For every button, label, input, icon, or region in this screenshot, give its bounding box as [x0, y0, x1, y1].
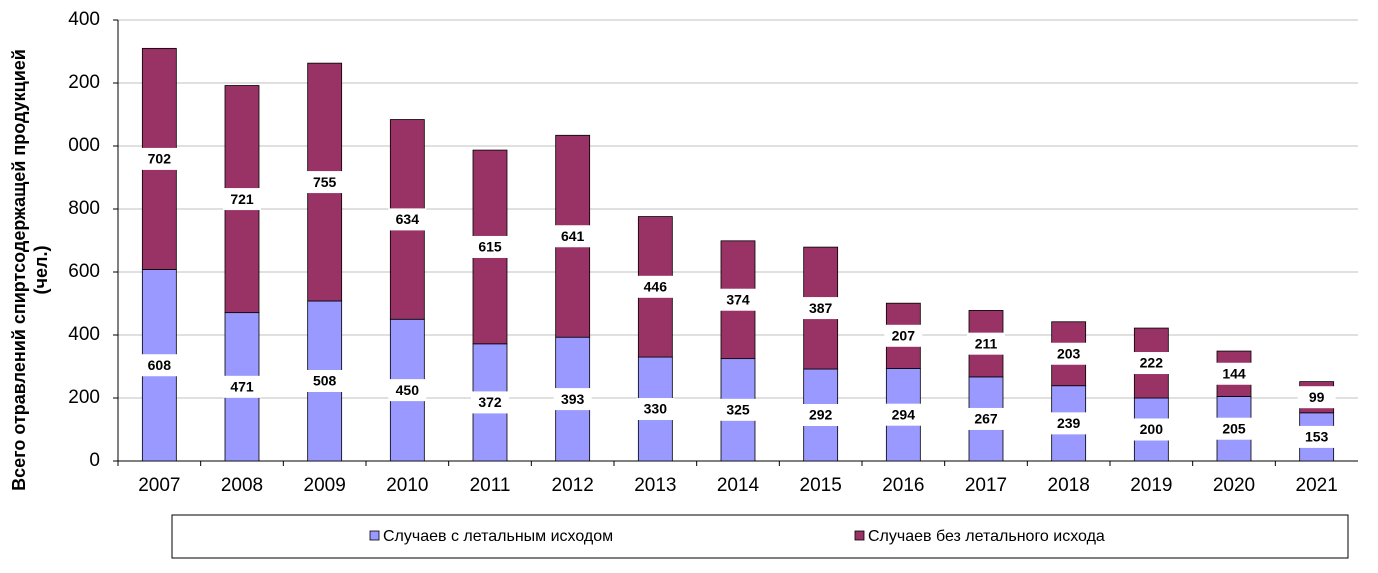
x-tick-label: 2009	[304, 475, 346, 496]
value-label: 615	[478, 239, 502, 255]
y-tick-label: 400	[68, 9, 100, 30]
value-label: 374	[726, 291, 750, 307]
x-tick-label: 2007	[138, 475, 180, 496]
y-tick-label: 600	[68, 261, 100, 282]
x-tick-label: 2012	[552, 475, 594, 496]
value-label-bg	[967, 332, 1005, 355]
y-tick-label: 800	[68, 198, 100, 219]
value-label-bg	[1297, 386, 1336, 409]
value-label: 508	[313, 373, 337, 389]
x-tick-label: 2013	[634, 475, 676, 496]
legend-label: Случаев без летального исхода	[868, 528, 1105, 545]
y-axis-title-line: (чел.)	[31, 246, 51, 295]
value-label-bg	[1049, 342, 1088, 365]
value-label: 153	[1305, 429, 1329, 445]
value-label-bg	[140, 147, 179, 170]
value-label: 755	[313, 174, 337, 190]
value-label-bg	[1215, 417, 1253, 440]
value-label: 203	[1057, 345, 1081, 361]
x-tick-label: 2020	[1213, 475, 1255, 496]
value-label: 325	[726, 402, 750, 418]
value-label-bg	[636, 275, 675, 298]
value-label: 222	[1140, 355, 1164, 371]
x-tick-label: 2008	[221, 475, 263, 496]
x-tick-label: 2010	[386, 475, 428, 496]
value-label-bg	[223, 188, 261, 211]
y-tick-label: 400	[68, 324, 100, 345]
x-tick-label: 2011	[470, 475, 511, 496]
value-label-bg	[801, 404, 840, 427]
y-tick-label: 0	[89, 450, 100, 471]
value-label: 267	[974, 411, 998, 427]
value-label-bg	[884, 403, 923, 426]
value-label-bg	[305, 369, 344, 392]
value-label-bg	[719, 398, 757, 421]
value-label-bg	[636, 398, 675, 421]
value-label-bg	[1297, 425, 1336, 448]
x-tick-label: 2016	[882, 475, 924, 496]
value-label: 393	[561, 391, 585, 407]
value-label: 608	[148, 357, 172, 373]
value-label: 207	[892, 327, 916, 343]
value-label: 471	[230, 379, 254, 395]
value-label-bg	[471, 235, 509, 258]
x-tick-label: 2021	[1296, 475, 1338, 496]
value-label: 292	[809, 407, 833, 423]
x-tick-label: 2015	[800, 475, 842, 496]
value-label-bg	[1132, 352, 1171, 375]
y-axis-title-line: Всего отравлений спиртсодержащей продукц…	[9, 49, 29, 491]
value-label: 144	[1222, 365, 1246, 381]
value-label: 446	[644, 279, 668, 295]
value-label: 450	[396, 382, 420, 398]
value-label-bg	[305, 171, 344, 194]
value-label-bg	[553, 225, 592, 248]
x-tick-label: 2014	[717, 475, 760, 496]
legend-swatch	[369, 530, 380, 541]
value-label-bg	[388, 208, 427, 231]
value-label-bg	[967, 407, 1005, 430]
legend-box	[171, 514, 1349, 559]
value-label: 721	[230, 191, 254, 207]
value-label-bg	[140, 354, 179, 377]
y-tick-label: 200	[68, 72, 100, 93]
legend-label: Случаев с летальным исходом	[383, 528, 613, 545]
value-label: 239	[1057, 415, 1081, 431]
y-tick-label: 200	[68, 387, 100, 408]
legend-swatch	[854, 530, 865, 541]
x-tick-label: 2017	[965, 475, 1007, 496]
value-label: 200	[1140, 421, 1164, 437]
value-label-bg	[471, 391, 509, 414]
value-label-bg	[388, 379, 427, 402]
x-tick-label: 2019	[1130, 475, 1172, 496]
value-label: 99	[1309, 389, 1325, 405]
value-label: 294	[892, 406, 916, 422]
value-label-bg	[1049, 412, 1088, 435]
value-label: 641	[561, 228, 585, 244]
value-label: 387	[809, 300, 833, 316]
value-label-bg	[223, 375, 261, 398]
value-label-bg	[1132, 418, 1171, 441]
value-label-bg	[884, 324, 923, 347]
value-label-bg	[1215, 362, 1253, 385]
value-label: 205	[1222, 420, 1246, 436]
y-axis-title: Всего отравлений спиртсодержащей продукц…	[9, 49, 51, 491]
x-tick-label: 2018	[1048, 475, 1090, 496]
value-label: 634	[396, 211, 420, 227]
value-label: 372	[478, 394, 502, 410]
value-label-bg	[801, 297, 840, 320]
value-label-bg	[553, 388, 592, 411]
value-label-bg	[719, 288, 757, 311]
value-label: 330	[644, 401, 668, 417]
value-label: 702	[148, 151, 172, 167]
value-label: 211	[975, 335, 998, 351]
y-tick-label: 000	[68, 135, 100, 156]
